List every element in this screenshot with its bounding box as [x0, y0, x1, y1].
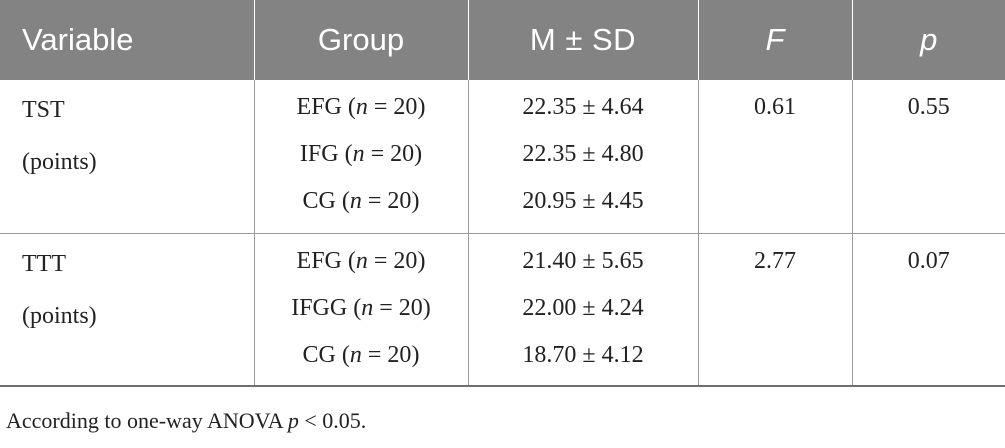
mean-sd-value: 20.95 ± 4.45 — [522, 188, 644, 214]
mean-sd-value: 22.35 ± 4.64 — [522, 94, 644, 120]
mean-sd-value: 18.70 ± 4.12 — [522, 341, 644, 368]
table-row: TST (points) EFG (n = 20) IFG (n = 20) C… — [0, 80, 1005, 233]
table-footnote: According to one-way ANOVA p < 0.05. — [6, 408, 367, 433]
table-row: TTT (points) EFG (n = 20) IFGG (n = 20) … — [0, 232, 1005, 387]
mean-sd-cell: 22.35 ± 4.64 22.35 ± 4.80 20.95 ± 4.45 — [467, 80, 698, 233]
p-value: 0.07 — [907, 247, 950, 274]
header-f: F — [697, 0, 852, 80]
variable-name: TST — [22, 97, 65, 123]
mean-sd-value: 22.35 ± 4.80 — [522, 141, 644, 167]
group-label: IFGG (n = 20) — [291, 294, 431, 321]
p-cell: 0.55 — [851, 80, 1005, 233]
group-label: IFG (n = 20) — [299, 141, 423, 167]
f-value: 2.77 — [754, 247, 796, 274]
group-label: EFG (n = 20) — [296, 247, 426, 274]
anova-results-table: Variable Group M ± SD F p TST (points) E… — [0, 0, 1005, 387]
group-label: CG (n = 20) — [302, 341, 420, 368]
p-value: 0.55 — [907, 94, 950, 120]
group-cell: EFG (n = 20) IFG (n = 20) CG (n = 20) — [253, 80, 468, 233]
variable-name: TTT — [22, 250, 66, 277]
group-label: EFG (n = 20) — [296, 94, 426, 120]
f-value: 0.61 — [754, 94, 796, 120]
header-mean-sd: M ± SD — [467, 0, 698, 80]
variable-cell: TTT (points) — [0, 232, 254, 387]
group-cell: EFG (n = 20) IFGG (n = 20) CG (n = 20) — [253, 232, 468, 387]
group-label: CG (n = 20) — [302, 188, 420, 214]
mean-sd-cell: 21.40 ± 5.65 22.00 ± 4.24 18.70 ± 4.12 — [467, 232, 698, 387]
header-row: Variable Group M ± SD F p — [0, 0, 1005, 80]
header-group: Group — [253, 0, 468, 80]
header-p: p — [851, 0, 1005, 80]
mean-sd-value: 22.00 ± 4.24 — [522, 294, 644, 321]
f-cell: 2.77 — [697, 232, 852, 387]
p-cell: 0.07 — [851, 232, 1005, 387]
variable-cell: TST (points) — [0, 80, 254, 233]
f-cell: 0.61 — [697, 80, 852, 233]
mean-sd-value: 21.40 ± 5.65 — [522, 247, 644, 274]
variable-unit: (points) — [22, 302, 97, 329]
variable-unit: (points) — [22, 149, 97, 175]
header-variable: Variable — [22, 22, 134, 57]
